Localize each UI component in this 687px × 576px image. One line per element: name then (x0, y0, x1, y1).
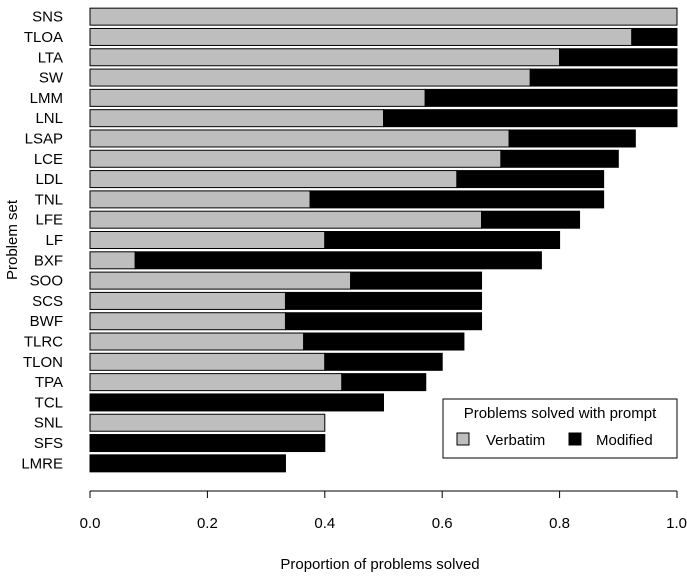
category-label-ldl: LDL (35, 171, 63, 188)
x-tick-label: 0.8 (549, 515, 570, 532)
bar-verbatim-sw (89, 68, 531, 87)
x-axis: 0.0 0.2 0.4 0.6 0.8 1.0 (80, 490, 687, 532)
bar-modified-bxf (134, 251, 542, 270)
bar-modified-soo (350, 271, 483, 290)
bar-modified-lmre (89, 454, 286, 473)
bar-modified-tnl (309, 190, 605, 209)
bar-verbatim-lf (89, 231, 326, 249)
bar-verbatim-ldl (89, 170, 458, 189)
bar-modified-lta (559, 48, 678, 67)
category-label-tlrc: TLRC (24, 334, 63, 351)
category-label-scs: SCS (32, 293, 63, 310)
bar-modified-scs (284, 291, 483, 310)
category-label-lmre: LMRE (21, 455, 63, 472)
bar-verbatim-bwf (89, 312, 286, 331)
category-label-lce: LCE (34, 151, 63, 168)
category-label-lfe: LFE (35, 212, 63, 229)
x-tick-label: 0.2 (197, 515, 218, 532)
bar-verbatim-tlon (89, 352, 326, 371)
category-label-lta: LTA (38, 49, 63, 66)
bar-verbatim-tlrc (89, 332, 305, 351)
category-label-snl: SNL (34, 415, 63, 432)
legend-label-modified: Modified (596, 432, 653, 449)
bar-verbatim-lta (89, 48, 561, 67)
bar-verbatim-tpa (89, 373, 343, 392)
category-label-tpa: TPA (35, 374, 63, 391)
bar-verbatim-tloa (89, 27, 633, 46)
x-tick-label: 1.0 (666, 515, 687, 532)
category-label-bxf: BXF (34, 252, 63, 269)
bar-verbatim-sns (89, 7, 678, 26)
bar-verbatim-soo (89, 271, 352, 290)
legend-box (442, 398, 678, 459)
bar-modified-lnl (383, 109, 678, 128)
bar-modified-sfs (89, 434, 326, 453)
x-tick-label: 0.4 (314, 515, 335, 532)
bar-modified-lce (500, 149, 619, 168)
category-label-lnl: LNL (35, 110, 63, 127)
legend-swatch-verbatim (456, 432, 470, 446)
category-label-sw: SW (39, 70, 64, 87)
category-label-tnl: TNL (35, 191, 63, 208)
x-tick-label: 0.0 (80, 515, 101, 532)
bar-modified-tloa (631, 27, 678, 46)
bar-verbatim-bxf (89, 251, 136, 270)
bar-verbatim-lmm (89, 88, 426, 107)
bar-modified-bwf (284, 312, 483, 331)
bar-verbatim-lnl (89, 109, 384, 128)
bar-verbatim-scs (89, 291, 286, 310)
bar-modified-tcl (89, 393, 384, 412)
bar-modified-ldl (456, 170, 605, 189)
bar-modified-sw (529, 68, 678, 87)
category-label-tcl: TCL (35, 394, 63, 411)
category-label-sfs: SFS (34, 435, 63, 452)
category-label-lf: LF (45, 232, 63, 249)
y-axis-title: Problem set (4, 199, 21, 280)
x-tick-label: 0.6 (432, 515, 453, 532)
bar-modified-lf (324, 231, 561, 249)
category-label-sns: SNS (32, 9, 63, 26)
bars-layer (89, 7, 678, 473)
legend-label-verbatim: Verbatim (486, 432, 545, 449)
legend-swatch-modified (568, 432, 582, 446)
legend-title: Problems solved with prompt (464, 405, 657, 422)
legend: Problems solved with prompt Verbatim Mod… (442, 398, 678, 459)
bar-modified-tlon (324, 352, 443, 371)
bar-modified-lsap (508, 129, 636, 148)
bar-verbatim-snl (89, 413, 326, 432)
category-label-tloa: TLOA (24, 29, 63, 46)
category-label-bwf: BWF (30, 313, 63, 330)
category-label-soo: SOO (30, 273, 63, 290)
x-axis-title: Proportion of problems solved (280, 556, 479, 573)
bar-verbatim-lsap (89, 129, 510, 148)
bar-verbatim-lfe (89, 210, 483, 229)
category-label-lmm: LMM (30, 90, 63, 107)
bar-modified-tlrc (303, 332, 465, 351)
category-label-tlon: TLON (23, 354, 63, 371)
bar-modified-lmm (424, 88, 678, 107)
bar-verbatim-tnl (89, 190, 311, 209)
bar-verbatim-lce (89, 149, 502, 168)
bar-modified-lfe (481, 210, 581, 229)
category-label-lsap: LSAP (25, 130, 63, 147)
bar-modified-tpa (341, 373, 427, 392)
category-labels: SNS TLOA LTA SW LMM LNL LSAP LCE LDL TNL LFE LF BXF S… (21, 9, 64, 473)
